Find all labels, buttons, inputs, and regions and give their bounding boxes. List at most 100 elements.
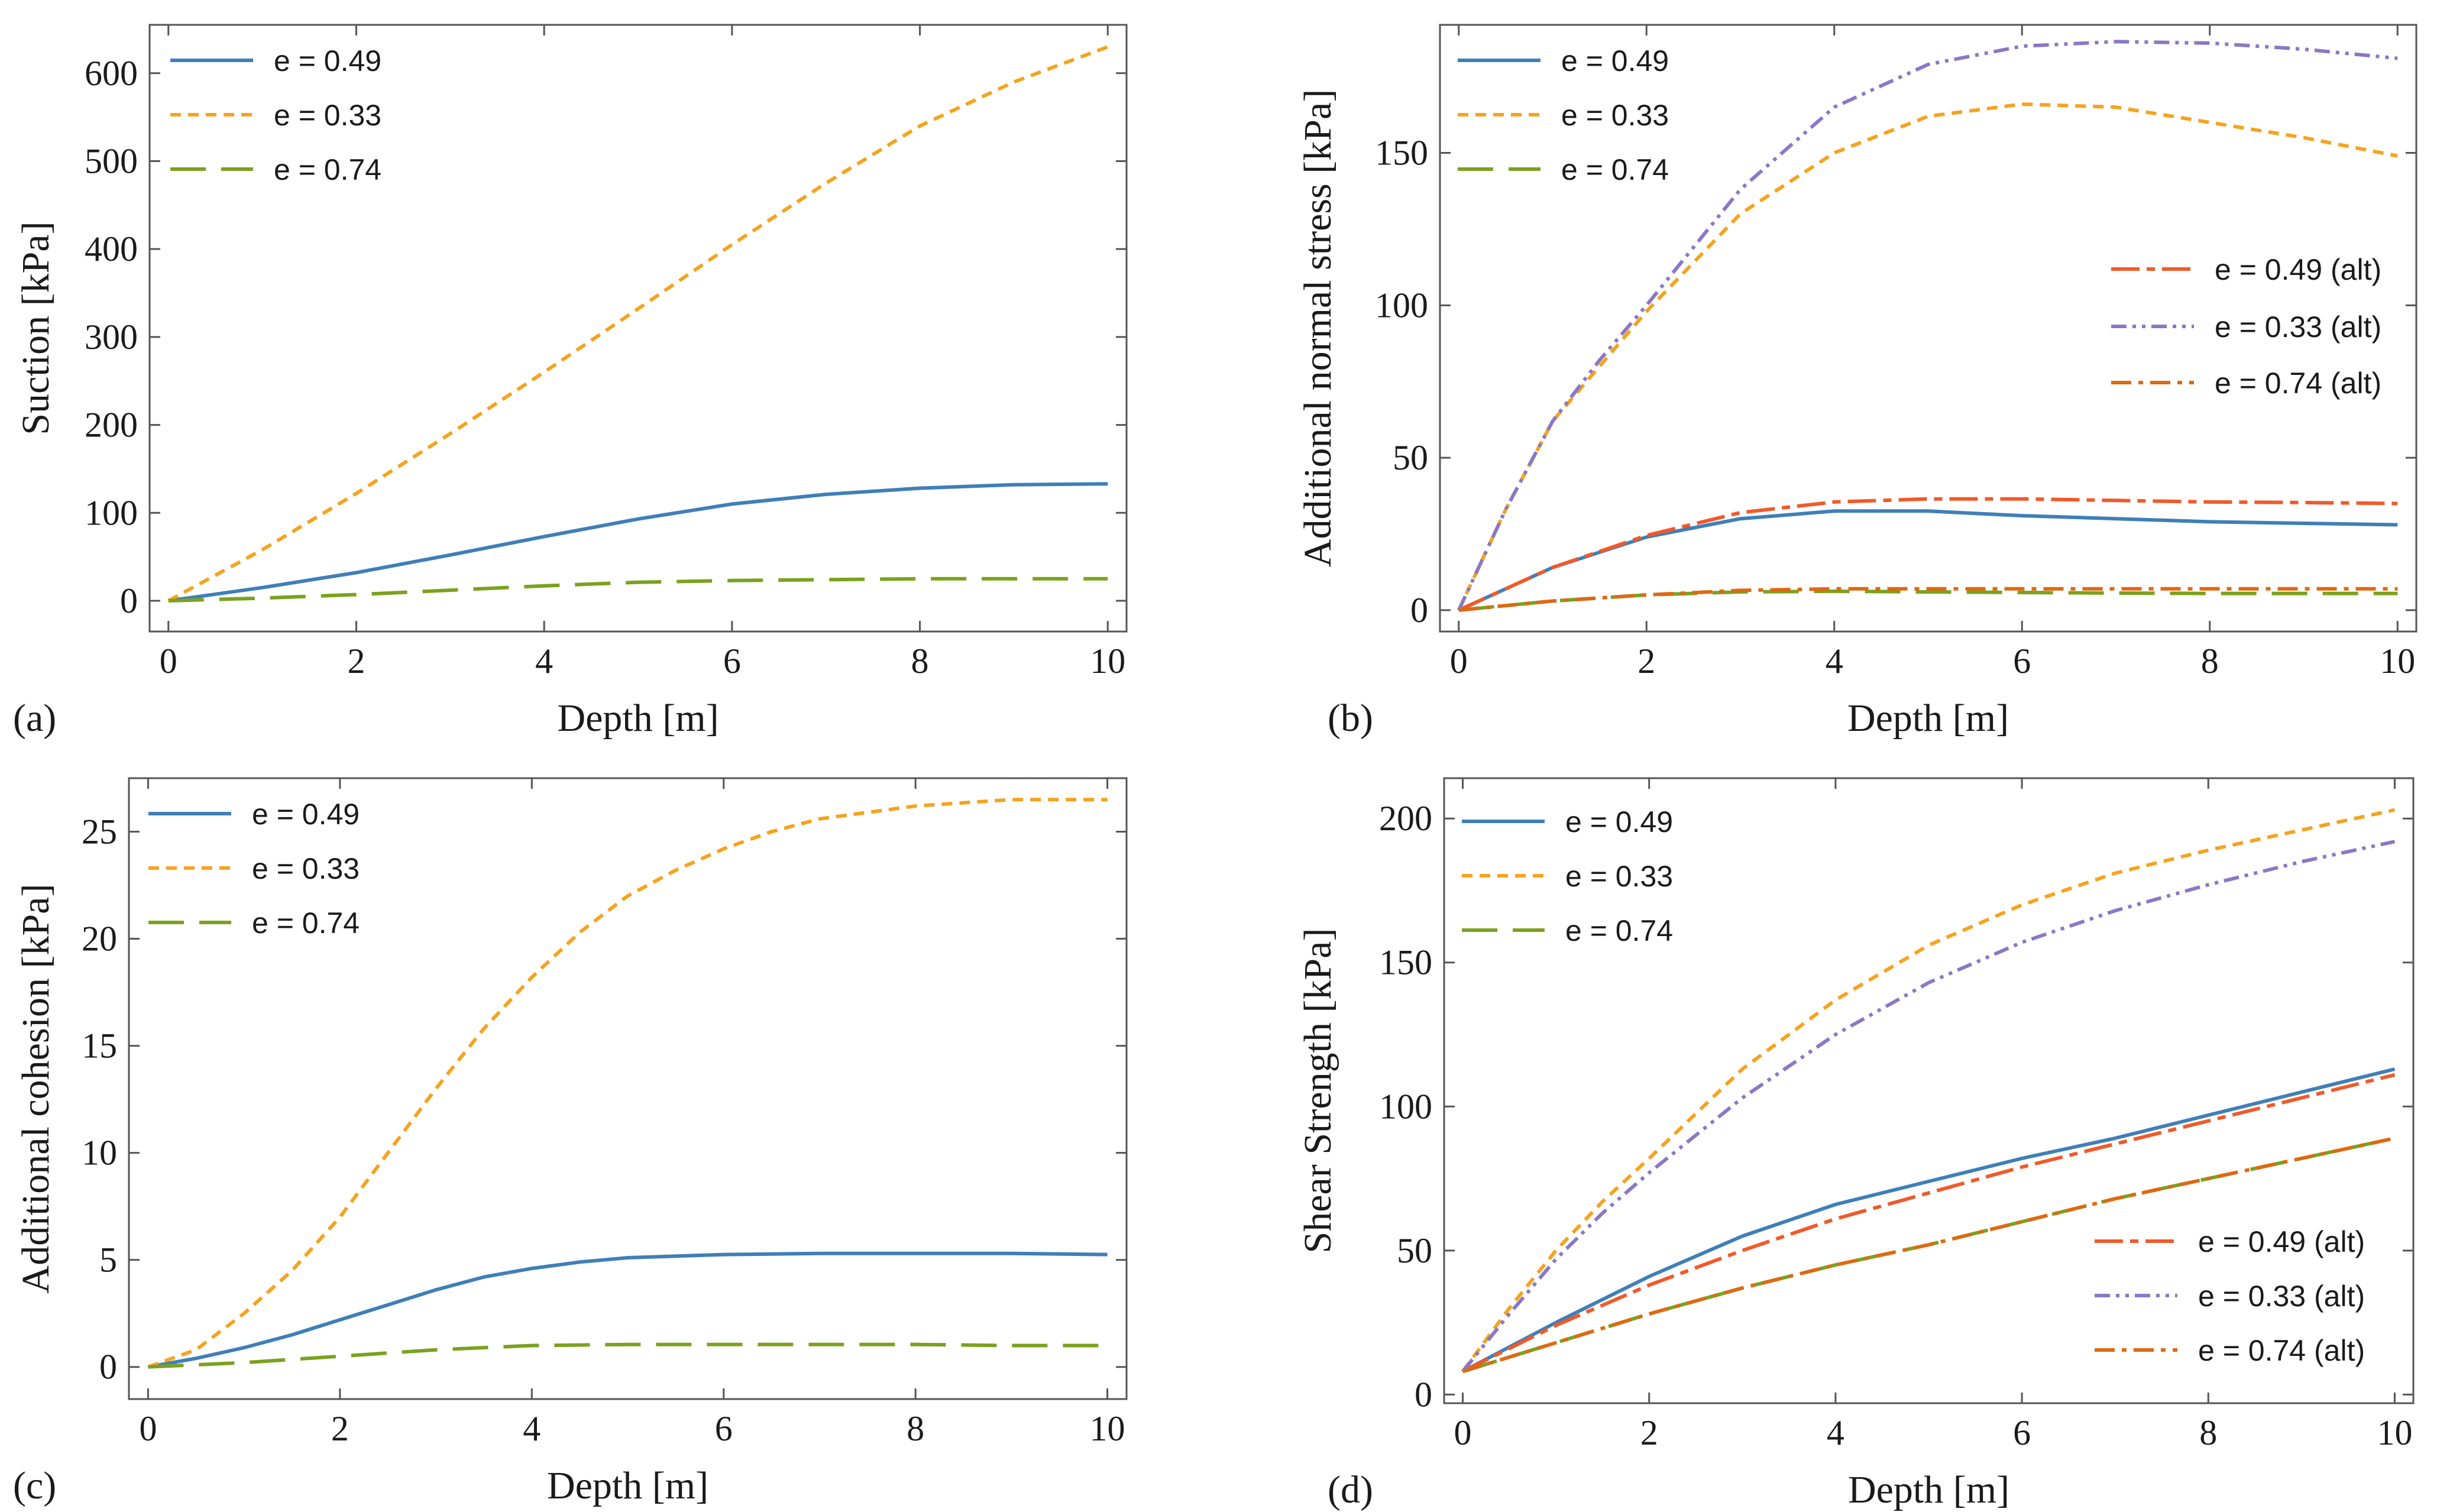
x-tick-label: 2: [1640, 1413, 1658, 1452]
y-axis-label: Additional cohesion [kPa]: [14, 884, 57, 1294]
y-tick-label: 100: [1379, 1087, 1432, 1126]
legend-label: e = 0.74 (alt): [2198, 1334, 2365, 1367]
legend-label: e = 0.74: [1565, 914, 1673, 947]
x-axis-label: Depth [m]: [547, 1464, 708, 1507]
x-tick-label: 6: [715, 1409, 733, 1448]
legend-label: e = 0.49: [252, 798, 360, 831]
series-line: [1458, 589, 2398, 612]
x-tick-label: 10: [1090, 642, 1125, 681]
legend-label: e = 0.74 (alt): [2215, 367, 2381, 400]
plot-frame: [128, 777, 1128, 1400]
y-tick-label: 300: [85, 318, 138, 357]
x-tick-label: 8: [911, 642, 929, 681]
y-tick-label: 50: [1393, 438, 1428, 477]
x-tick-label: 2: [331, 1409, 349, 1448]
legend-label: e = 0.33 (alt): [2215, 310, 2381, 344]
x-tick-label: 0: [139, 1409, 157, 1448]
y-axis-label: Additional normal stress [kPa]: [1296, 89, 1339, 567]
series-line: [1458, 497, 2398, 612]
x-tick-label: 10: [1090, 1409, 1125, 1448]
y-tick-label: 150: [1375, 134, 1428, 173]
y-tick-label: 15: [82, 1027, 117, 1066]
panel-label: (d): [1328, 1468, 1373, 1511]
y-tick-label: 0: [120, 581, 138, 620]
x-axis-label: Depth [m]: [1848, 1468, 2009, 1511]
legend-label: e = 0.49 (alt): [2215, 253, 2381, 286]
y-tick-label: 100: [85, 493, 138, 532]
legend-label: e = 0.33: [1565, 860, 1673, 893]
series-line: [148, 1342, 1108, 1369]
x-tick-label: 0: [1454, 1413, 1472, 1452]
y-tick-label: 400: [85, 229, 138, 268]
x-tick-label: 8: [2199, 1413, 2217, 1452]
x-tick-label: 0: [1450, 642, 1468, 681]
y-tick-label: 200: [1379, 799, 1432, 838]
series-line: [147, 1251, 1108, 1369]
plot-frame: [1439, 24, 2417, 633]
series-line: [1462, 1067, 2396, 1374]
legend-label: e = 0.49: [1565, 805, 1673, 838]
legend-label: e = 0.74: [274, 153, 381, 186]
y-tick-label: 5: [99, 1241, 117, 1280]
chart-panel-c: 0 2 4 6 8 10 0 5 10 15 20 25 Depth [m] Additional coh…: [13, 777, 1128, 1507]
y-tick-label: 500: [85, 141, 138, 180]
legend-label: e = 0.33: [252, 852, 360, 885]
x-tick-label: 4: [1827, 1413, 1844, 1452]
series-line: [147, 798, 1108, 1369]
legend-label: e = 0.49 (alt): [2198, 1225, 2365, 1258]
y-tick-label: 150: [1379, 943, 1432, 982]
x-tick-label: 6: [2013, 642, 2031, 681]
series-line: [167, 45, 1109, 603]
y-axis-label: Shear Strength [kPa]: [1296, 928, 1339, 1254]
x-tick-label: 2: [347, 642, 365, 681]
y-axis-label: Suction [kPa]: [14, 221, 57, 435]
x-tick-label: 6: [2013, 1413, 2031, 1452]
y-tick-label: 25: [82, 812, 117, 851]
series-line: [1458, 509, 2398, 612]
y-tick-label: 50: [1397, 1231, 1432, 1270]
y-tick-label: 10: [82, 1134, 117, 1173]
series-line: [1457, 40, 2398, 611]
y-tick-label: 100: [1375, 286, 1428, 325]
legend-label: e = 0.74: [1561, 153, 1669, 186]
y-tick-label: 20: [82, 919, 117, 959]
x-tick-label: 8: [2201, 642, 2219, 681]
y-tick-label: 200: [85, 406, 138, 445]
x-tick-label: 6: [723, 642, 741, 681]
series-line: [1462, 1136, 2396, 1374]
x-tick-label: 4: [523, 1409, 541, 1448]
series-line: [168, 577, 1108, 603]
x-axis-label: Depth [m]: [557, 697, 719, 740]
x-tick-label: 8: [907, 1409, 924, 1448]
y-tick-label: 0: [99, 1348, 117, 1387]
legend-label: e = 0.33: [274, 99, 381, 132]
y-tick-label: 600: [85, 54, 138, 93]
panel-label: (c): [13, 1464, 56, 1507]
legend-label: e = 0.74: [252, 906, 360, 940]
legend-label: e = 0.49: [1561, 44, 1669, 77]
x-tick-label: 2: [1637, 642, 1655, 681]
panel-label: (a): [13, 697, 56, 740]
panel-label: (b): [1328, 697, 1373, 740]
legend-label: e = 0.49: [274, 44, 381, 77]
x-tick-label: 10: [2380, 642, 2415, 681]
x-tick-label: 4: [535, 642, 553, 681]
series-line: [168, 482, 1108, 603]
series-line: [1458, 587, 2398, 612]
series-line: [1462, 1073, 2396, 1374]
plot-frame: [148, 24, 1128, 633]
x-tick-label: 4: [1826, 642, 1843, 681]
plot-frame: [1443, 777, 2415, 1404]
legend-label: e = 0.33 (alt): [2198, 1280, 2365, 1313]
x-tick-label: 10: [2377, 1413, 2412, 1452]
y-tick-label: 0: [1415, 1375, 1432, 1414]
x-axis-label: Depth [m]: [1847, 697, 2009, 740]
legend-label: e = 0.33: [1561, 99, 1669, 132]
y-tick-label: 0: [1410, 591, 1428, 630]
series-line: [1461, 840, 2396, 1373]
series-line: [1461, 808, 2396, 1373]
x-tick-label: 0: [160, 642, 177, 681]
